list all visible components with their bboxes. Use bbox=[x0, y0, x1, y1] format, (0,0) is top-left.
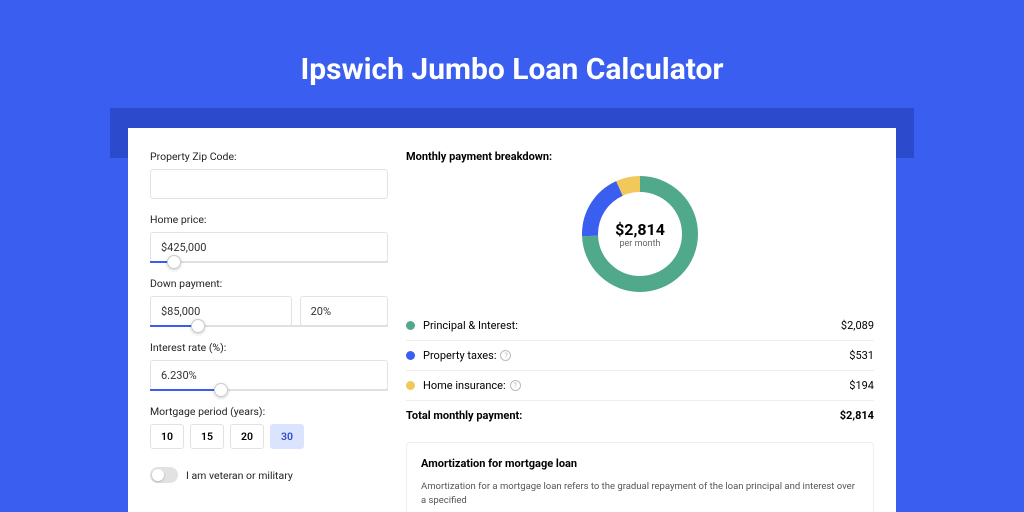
home-price-label: Home price: bbox=[150, 213, 388, 226]
period-pill-20[interactable]: 20 bbox=[230, 424, 264, 449]
donut-container: $2,814 per month bbox=[406, 175, 874, 293]
total-row: Total monthly payment: $2,814 bbox=[406, 400, 874, 430]
zip-group: Property Zip Code: bbox=[150, 150, 388, 199]
veteran-label: I am veteran or military bbox=[186, 469, 293, 482]
down-payment-amount-input[interactable] bbox=[150, 296, 292, 326]
breakdown-list: Principal & Interest: $2,089 Property taxe… bbox=[406, 311, 874, 400]
breakdown-label-text: Home insurance: bbox=[423, 379, 506, 392]
period-pill-15[interactable]: 15 bbox=[190, 424, 224, 449]
help-icon[interactable]: ? bbox=[500, 350, 511, 361]
legend-dot bbox=[406, 321, 415, 330]
breakdown-label: Property taxes:? bbox=[423, 349, 849, 362]
slider-fill bbox=[150, 389, 221, 391]
period-pill-30[interactable]: 30 bbox=[270, 424, 304, 449]
period-pills: 10152030 bbox=[150, 424, 388, 449]
help-icon[interactable]: ? bbox=[510, 380, 521, 391]
veteran-toggle[interactable] bbox=[150, 467, 178, 483]
veteran-row: I am veteran or military bbox=[150, 467, 388, 483]
period-pill-10[interactable]: 10 bbox=[150, 424, 184, 449]
down-payment-slider[interactable] bbox=[150, 325, 388, 327]
donut-center: $2,814 per month bbox=[581, 175, 699, 293]
breakdown-row: Home insurance:?$194 bbox=[406, 370, 874, 400]
page-root: Ipswich Jumbo Loan Calculator Property Z… bbox=[0, 0, 1024, 512]
down-payment-percent-input[interactable] bbox=[300, 296, 388, 326]
breakdown-label-text: Property taxes: bbox=[423, 349, 496, 362]
breakdown-label-text: Principal & Interest: bbox=[423, 319, 518, 332]
interest-rate-input[interactable] bbox=[150, 360, 388, 390]
zip-label: Property Zip Code: bbox=[150, 150, 388, 163]
calculator-card: Property Zip Code: Home price: Down paym… bbox=[128, 128, 896, 512]
home-price-group: Home price: bbox=[150, 213, 388, 263]
breakdown-value: $194 bbox=[849, 379, 874, 392]
slider-thumb[interactable] bbox=[214, 383, 228, 397]
breakdown-value: $2,089 bbox=[841, 319, 874, 332]
donut-amount: $2,814 bbox=[615, 220, 665, 239]
breakdown-row: Property taxes:?$531 bbox=[406, 340, 874, 370]
home-price-slider[interactable] bbox=[150, 261, 388, 263]
interest-rate-slider[interactable] bbox=[150, 389, 388, 391]
breakdown-row: Principal & Interest: $2,089 bbox=[406, 311, 874, 340]
payment-donut: $2,814 per month bbox=[581, 175, 699, 293]
legend-dot bbox=[406, 381, 415, 390]
down-payment-group: Down payment: bbox=[150, 277, 388, 327]
breakdown-column: Monthly payment breakdown: $2,814 per mo… bbox=[406, 150, 874, 512]
amortization-title: Amortization for mortgage loan bbox=[421, 457, 859, 470]
legend-dot bbox=[406, 351, 415, 360]
down-payment-row bbox=[150, 296, 388, 326]
period-label: Mortgage period (years): bbox=[150, 405, 388, 418]
toggle-knob bbox=[152, 469, 164, 481]
donut-sub: per month bbox=[619, 239, 660, 249]
amortization-text: Amortization for a mortgage loan refers … bbox=[421, 480, 859, 509]
form-column: Property Zip Code: Home price: Down paym… bbox=[150, 150, 388, 512]
breakdown-title: Monthly payment breakdown: bbox=[406, 150, 874, 163]
down-payment-label: Down payment: bbox=[150, 277, 388, 290]
slider-thumb[interactable] bbox=[191, 319, 205, 333]
home-price-input[interactable] bbox=[150, 232, 388, 262]
period-group: Mortgage period (years): 10152030 bbox=[150, 405, 388, 449]
page-title: Ipswich Jumbo Loan Calculator bbox=[0, 0, 1024, 111]
zip-input[interactable] bbox=[150, 169, 388, 199]
interest-rate-label: Interest rate (%): bbox=[150, 341, 388, 354]
interest-rate-group: Interest rate (%): bbox=[150, 341, 388, 391]
breakdown-label: Principal & Interest: bbox=[423, 319, 841, 332]
amortization-box: Amortization for mortgage loan Amortizat… bbox=[406, 442, 874, 512]
total-label: Total monthly payment: bbox=[406, 409, 840, 422]
total-value: $2,814 bbox=[840, 409, 874, 422]
breakdown-value: $531 bbox=[849, 349, 874, 362]
slider-thumb[interactable] bbox=[167, 255, 181, 269]
breakdown-label: Home insurance:? bbox=[423, 379, 849, 392]
